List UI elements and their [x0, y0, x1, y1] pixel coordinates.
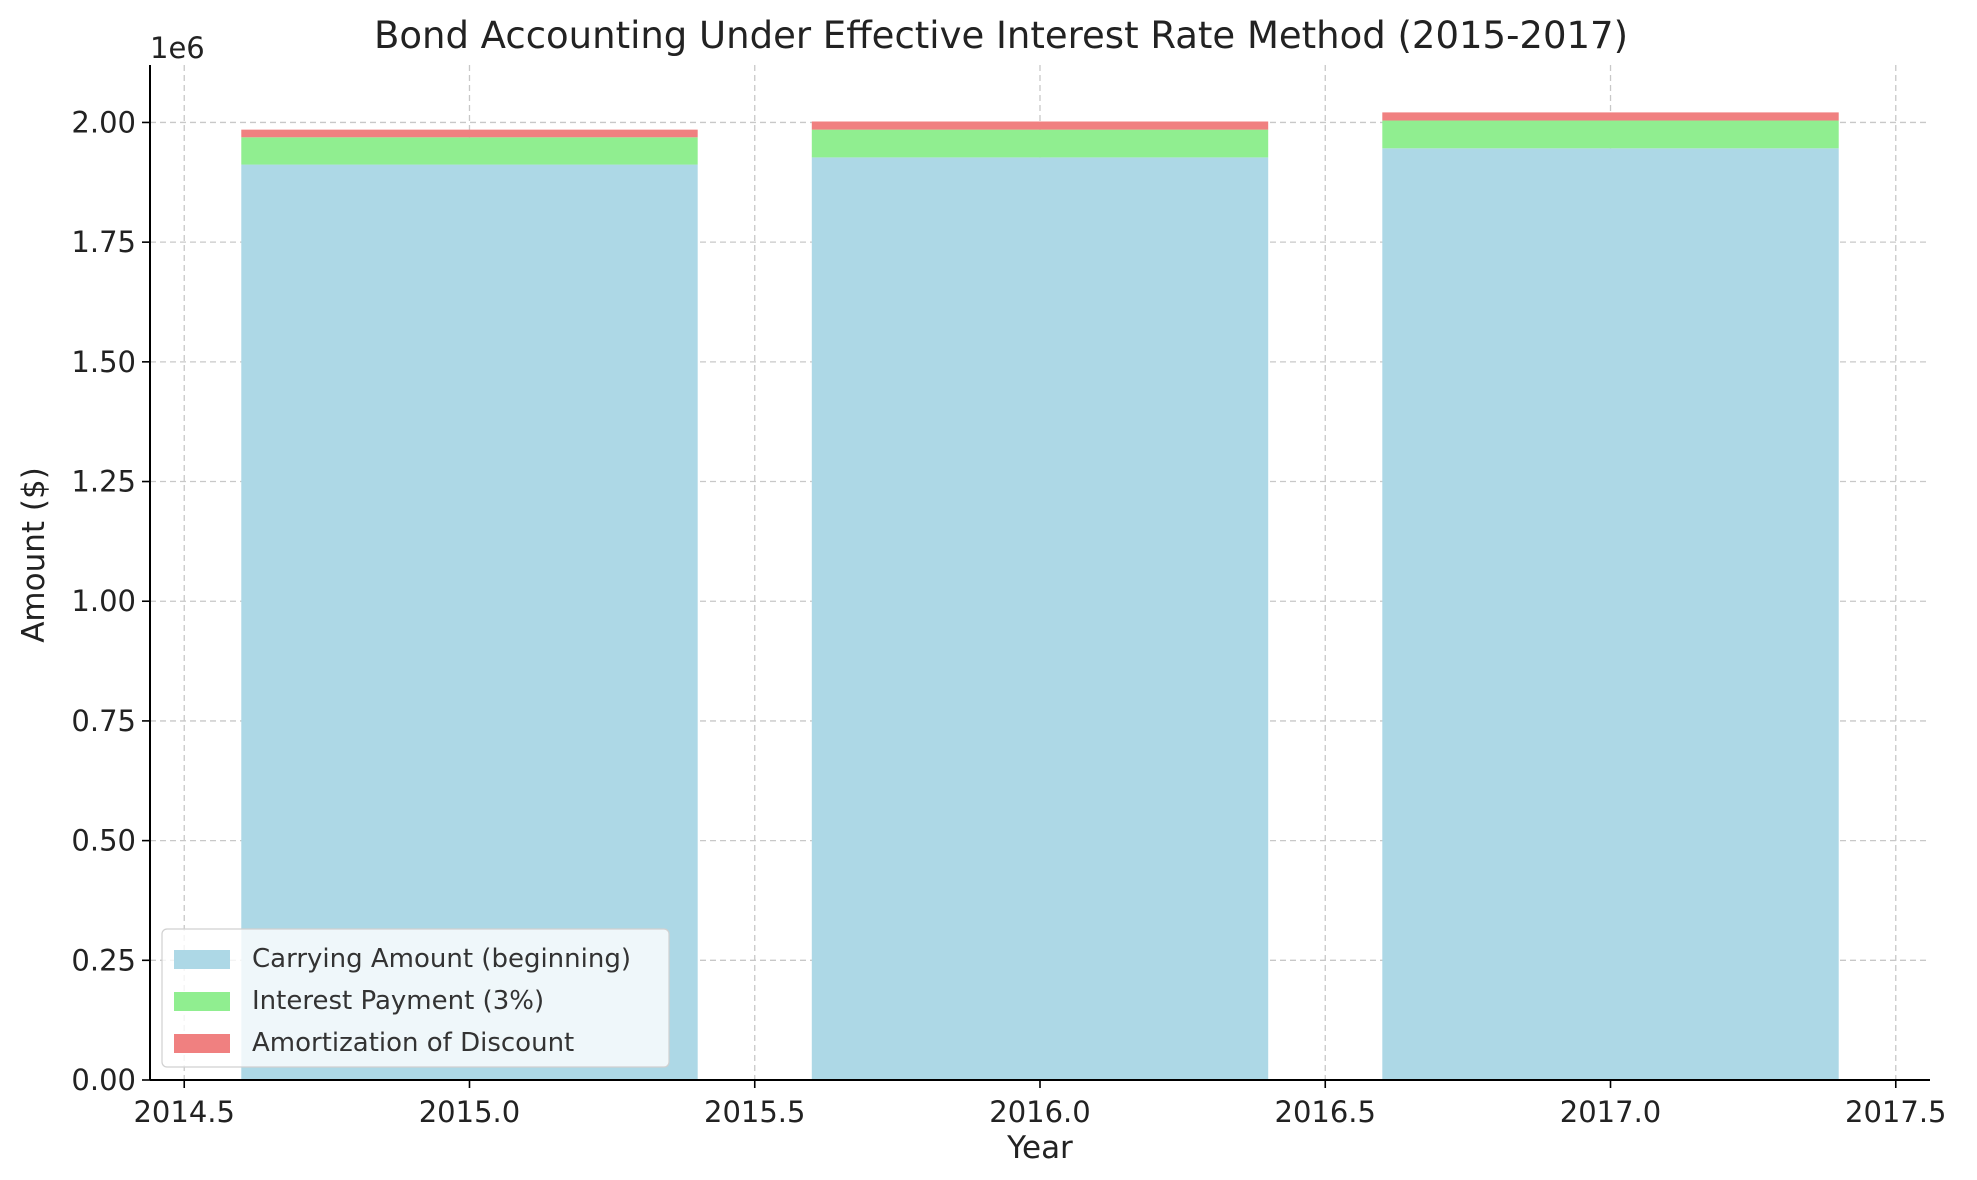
y-tick-label: 2.00 — [71, 105, 136, 139]
bar-amortization-2017 — [1382, 112, 1839, 121]
legend-label: Carrying Amount (beginning) — [252, 944, 631, 974]
bar-carrying-amount-2015 — [241, 164, 698, 1080]
bar-interest-payment-2015 — [241, 137, 698, 165]
bars — [241, 112, 1839, 1080]
bar-interest-payment-2017 — [1382, 120, 1839, 149]
legend-swatch — [174, 992, 230, 1011]
y-tick-label: 1.50 — [71, 345, 136, 379]
x-axis-ticks: 2014.5 2015.0 2015.5 2016.0 2016.5 2017.0 2017… — [133, 1080, 1947, 1129]
legend-box — [161, 928, 670, 1068]
y-tick-label: 0.50 — [71, 824, 136, 858]
bar-interest-payment-2016 — [811, 129, 1269, 158]
bar-carrying-amount-2016 — [811, 157, 1269, 1080]
bar-amortization-2016 — [811, 121, 1269, 130]
chart-title: Bond Accounting Under Effective Interest… — [374, 14, 1628, 57]
x-axis-label: Year — [1006, 1130, 1073, 1166]
x-tick-label: 2017.5 — [1845, 1095, 1946, 1129]
y-tick-label: 1.25 — [71, 465, 136, 499]
legend: Carrying Amount (beginning) Interest Paym… — [161, 928, 670, 1068]
x-tick-label: 2014.5 — [133, 1095, 234, 1129]
y-tick-label: 0.00 — [71, 1063, 136, 1097]
bar-carrying-amount-2017 — [1382, 148, 1839, 1080]
legend-swatch — [174, 950, 230, 969]
x-tick-label: 2017.0 — [1560, 1095, 1661, 1129]
y-tick-label: 0.25 — [71, 943, 136, 977]
legend-label: Interest Payment (3%) — [252, 986, 544, 1016]
legend-swatch — [174, 1034, 230, 1053]
y-axis-label: Amount ($) — [16, 467, 52, 643]
x-tick-label: 2015.5 — [704, 1095, 805, 1129]
y-axis-offset-label: 1e6 — [150, 31, 205, 65]
y-axis-ticks: 0.00 0.25 0.50 0.75 1.00 1.25 1.50 1.75 2.00 — [71, 105, 150, 1097]
x-tick-label: 2015.0 — [419, 1095, 520, 1129]
y-tick-label: 1.00 — [71, 584, 136, 618]
x-tick-label: 2016.0 — [989, 1095, 1090, 1129]
x-tick-label: 2016.5 — [1275, 1095, 1376, 1129]
y-tick-label: 0.75 — [71, 704, 136, 738]
bar-amortization-2015 — [241, 129, 698, 138]
y-tick-label: 1.75 — [71, 225, 136, 259]
legend-label: Amortization of Discount — [252, 1028, 574, 1058]
